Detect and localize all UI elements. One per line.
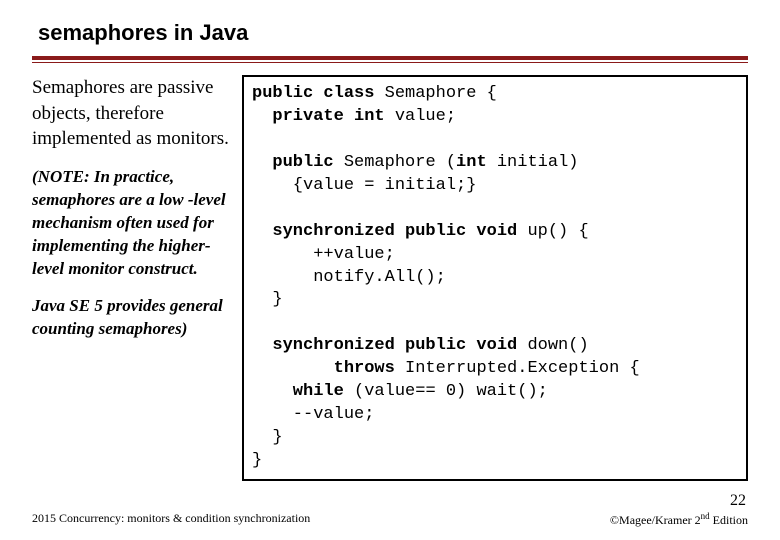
left-column: Semaphores are passive objects, therefor… [32,75,232,481]
copyright-a: ©Magee/Kramer [610,513,695,527]
copyright-d: Edition [710,513,748,527]
code-t: (value== 0) wait(); [354,382,548,401]
code-t: Semaphore { [385,84,497,103]
code-t: down() [527,336,588,355]
para-main-c: . [224,128,229,149]
footer: 2015 Concurrency: monitors & condition s… [32,511,748,528]
footer-left: 2015 Concurrency: monitors & condition s… [32,511,310,528]
code-t: notify.All(); [252,268,446,287]
code-t: value; [395,107,456,126]
rule-thin [32,62,748,63]
code-t: --value; [252,405,374,424]
para-note: (NOTE: In practice, semaphores are a low… [32,166,232,281]
code-t: Interrupted.Exception { [405,359,640,378]
slide-number: 22 [730,492,746,510]
code-kw: private int [252,107,395,126]
para-main: Semaphores are passive objects, therefor… [32,75,232,152]
content-row: Semaphores are passive objects, therefor… [32,75,748,481]
code-kw: synchronized public void [252,222,527,241]
code-kw: throws [252,359,405,378]
code-t: initial) [497,153,579,172]
slide-title: semaphores in Java [32,20,748,56]
code-t: up() { [527,222,588,241]
code-kw: while [252,382,354,401]
code-t: } [252,290,283,309]
code-t: } [252,428,283,447]
code-kw: public class [252,84,385,103]
code-t: {value = initial;} [252,176,476,195]
para-main-b: monitors [157,128,225,149]
code-kw: public [252,153,344,172]
copyright-sup: nd [701,511,710,521]
code-t: } [252,451,262,470]
code-box: public class Semaphore { private int val… [242,75,748,481]
para-note2: Java SE 5 provides general counting sema… [32,295,232,341]
code-kw: synchronized public void [252,336,527,355]
code-t: Semaphore ( [344,153,456,172]
code-t: ++value; [252,245,395,264]
footer-right: ©Magee/Kramer 2nd Edition [610,511,748,528]
code-kw: int [456,153,497,172]
rule-thick [32,56,748,60]
